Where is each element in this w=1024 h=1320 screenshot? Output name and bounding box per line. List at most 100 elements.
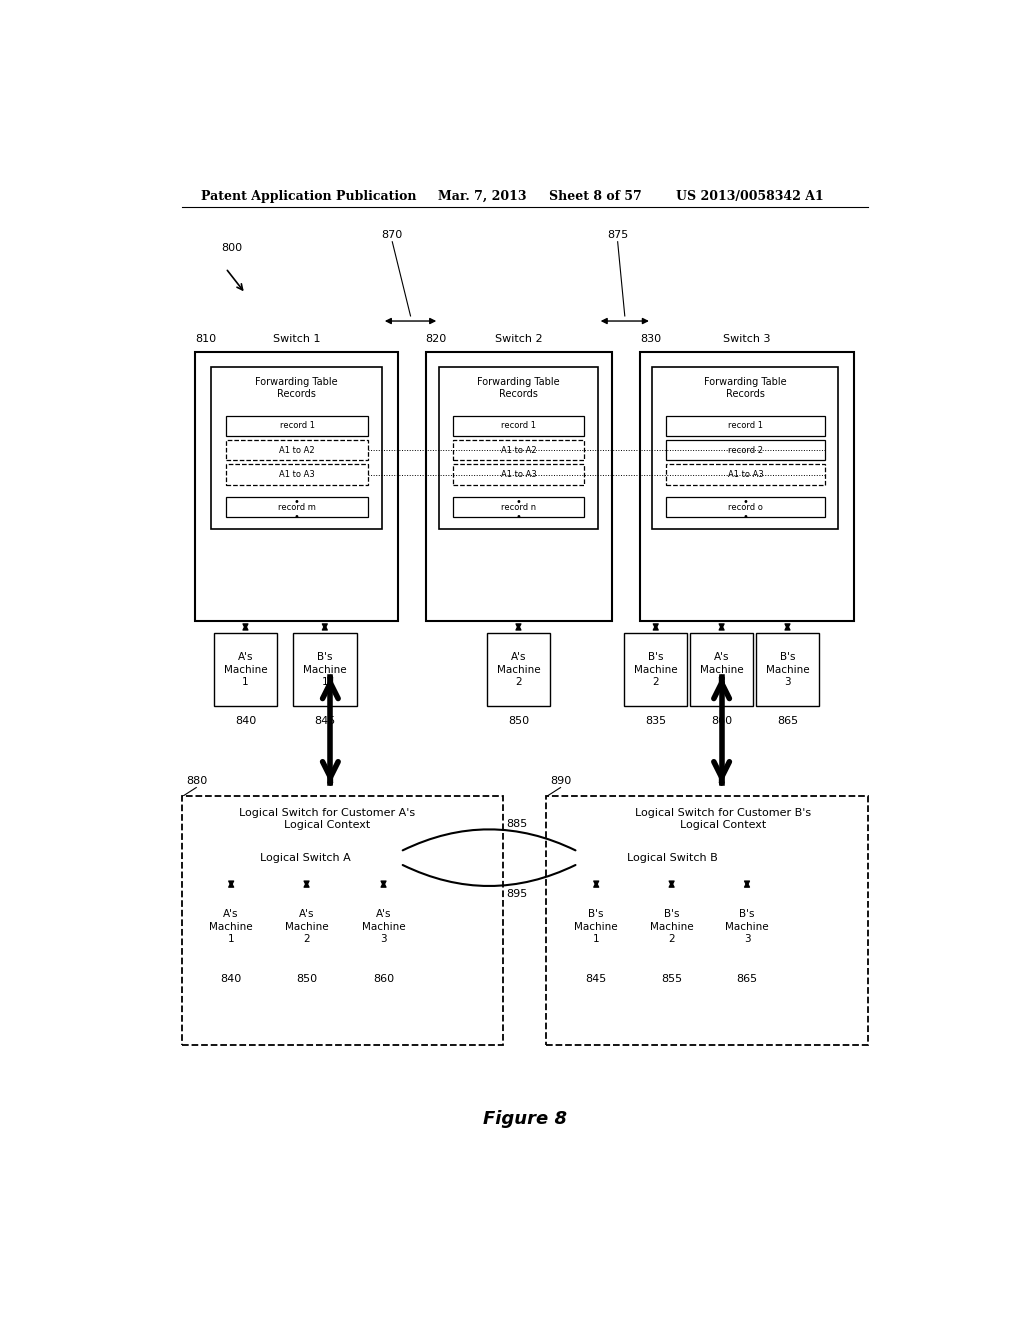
Bar bbox=[715, 890, 778, 964]
Bar bbox=[196, 351, 398, 620]
Text: 855: 855 bbox=[662, 974, 682, 983]
Text: US 2013/0058342 A1: US 2013/0058342 A1 bbox=[676, 190, 823, 202]
Text: B's
Machine
2: B's Machine 2 bbox=[634, 652, 678, 686]
Bar bbox=[454, 416, 585, 436]
Text: Logical Switch for Customer B's
Logical Context: Logical Switch for Customer B's Logical … bbox=[635, 808, 811, 830]
Text: B's
Machine
1: B's Machine 1 bbox=[574, 909, 618, 944]
Bar bbox=[666, 496, 824, 517]
Text: 800: 800 bbox=[221, 243, 243, 253]
Text: 860: 860 bbox=[373, 974, 394, 983]
Text: 890: 890 bbox=[550, 776, 571, 785]
Text: Switch 1: Switch 1 bbox=[272, 334, 321, 345]
Bar bbox=[426, 351, 612, 620]
Bar bbox=[225, 496, 369, 517]
Text: Switch 3: Switch 3 bbox=[723, 334, 771, 345]
Bar bbox=[652, 367, 839, 529]
Text: 835: 835 bbox=[645, 717, 667, 726]
Bar bbox=[690, 634, 754, 706]
Text: Logical Switch B: Logical Switch B bbox=[627, 853, 718, 863]
Text: 810: 810 bbox=[196, 334, 217, 345]
Text: •: • bbox=[294, 512, 300, 523]
Text: •: • bbox=[294, 496, 300, 507]
Bar bbox=[666, 465, 824, 484]
Text: B's
Machine
3: B's Machine 3 bbox=[725, 909, 769, 944]
Text: A's
Machine
1: A's Machine 1 bbox=[223, 652, 267, 686]
Text: record o: record o bbox=[728, 503, 763, 512]
Bar bbox=[274, 890, 338, 964]
Text: A's
Machine
1: A's Machine 1 bbox=[209, 909, 253, 944]
Text: B's
Machine
1: B's Machine 1 bbox=[303, 652, 347, 686]
Text: record 1: record 1 bbox=[280, 421, 314, 430]
Text: B's
Machine
2: B's Machine 2 bbox=[650, 909, 693, 944]
Text: A1 to A3: A1 to A3 bbox=[727, 470, 763, 479]
Text: •: • bbox=[742, 496, 748, 507]
Bar bbox=[225, 416, 369, 436]
Bar bbox=[454, 465, 585, 484]
Text: 830: 830 bbox=[640, 334, 662, 345]
Bar bbox=[293, 634, 356, 706]
Text: 865: 865 bbox=[736, 974, 758, 983]
Text: 875: 875 bbox=[607, 230, 629, 240]
Bar bbox=[624, 634, 687, 706]
Text: A's
Machine
2: A's Machine 2 bbox=[285, 909, 329, 944]
Text: 885: 885 bbox=[507, 820, 527, 829]
Text: Patent Application Publication: Patent Application Publication bbox=[201, 190, 417, 202]
Text: •: • bbox=[515, 512, 521, 523]
Text: A's
Machine
2: A's Machine 2 bbox=[497, 652, 541, 686]
Bar bbox=[454, 496, 585, 517]
Text: 840: 840 bbox=[234, 717, 256, 726]
Text: 850: 850 bbox=[296, 974, 317, 983]
Text: 860: 860 bbox=[711, 717, 732, 726]
Bar bbox=[211, 837, 400, 878]
Text: record m: record m bbox=[279, 503, 316, 512]
Text: Forwarding Table
Records: Forwarding Table Records bbox=[255, 378, 338, 400]
Bar bbox=[225, 465, 369, 484]
Bar bbox=[352, 890, 416, 964]
Text: record 2: record 2 bbox=[728, 446, 763, 454]
Text: record 1: record 1 bbox=[502, 421, 537, 430]
Text: Logical Switch A: Logical Switch A bbox=[260, 853, 351, 863]
Bar bbox=[640, 351, 854, 620]
Bar bbox=[578, 837, 767, 878]
Text: Forwarding Table
Records: Forwarding Table Records bbox=[477, 378, 560, 400]
Text: A1 to A3: A1 to A3 bbox=[280, 470, 315, 479]
Text: A1 to A2: A1 to A2 bbox=[501, 446, 537, 454]
Text: Figure 8: Figure 8 bbox=[482, 1110, 567, 1127]
Text: 880: 880 bbox=[186, 776, 207, 785]
Text: A1 to A3: A1 to A3 bbox=[501, 470, 537, 479]
Text: Forwarding Table
Records: Forwarding Table Records bbox=[703, 378, 786, 400]
Bar bbox=[200, 890, 263, 964]
Bar bbox=[564, 890, 628, 964]
Bar bbox=[486, 634, 550, 706]
Text: 865: 865 bbox=[777, 717, 798, 726]
Text: 820: 820 bbox=[426, 334, 446, 345]
Bar bbox=[225, 440, 369, 461]
Bar bbox=[756, 634, 819, 706]
Bar bbox=[214, 634, 278, 706]
Text: •: • bbox=[742, 512, 748, 523]
Text: A's
Machine
3: A's Machine 3 bbox=[361, 909, 406, 944]
Text: 840: 840 bbox=[220, 974, 242, 983]
Text: record n: record n bbox=[502, 503, 537, 512]
Text: 895: 895 bbox=[507, 890, 527, 899]
Text: 870: 870 bbox=[382, 230, 402, 240]
Bar bbox=[546, 796, 867, 1044]
Text: 850: 850 bbox=[508, 717, 529, 726]
Text: Mar. 7, 2013: Mar. 7, 2013 bbox=[437, 190, 526, 202]
Bar bbox=[211, 367, 382, 529]
Bar bbox=[439, 367, 598, 529]
Bar bbox=[666, 416, 824, 436]
Bar bbox=[182, 796, 504, 1044]
Text: A1 to A2: A1 to A2 bbox=[280, 446, 314, 454]
Text: A's
Machine
3: A's Machine 3 bbox=[699, 652, 743, 686]
Text: B's
Machine
3: B's Machine 3 bbox=[766, 652, 809, 686]
Bar bbox=[640, 890, 703, 964]
Text: Logical Switch for Customer A's
Logical Context: Logical Switch for Customer A's Logical … bbox=[239, 808, 415, 830]
Text: 845: 845 bbox=[586, 974, 607, 983]
Text: •: • bbox=[515, 496, 521, 507]
Text: Sheet 8 of 57: Sheet 8 of 57 bbox=[549, 190, 641, 202]
Text: Switch 2: Switch 2 bbox=[495, 334, 543, 345]
Bar bbox=[454, 440, 585, 461]
Text: 845: 845 bbox=[314, 717, 336, 726]
Bar bbox=[666, 440, 824, 461]
